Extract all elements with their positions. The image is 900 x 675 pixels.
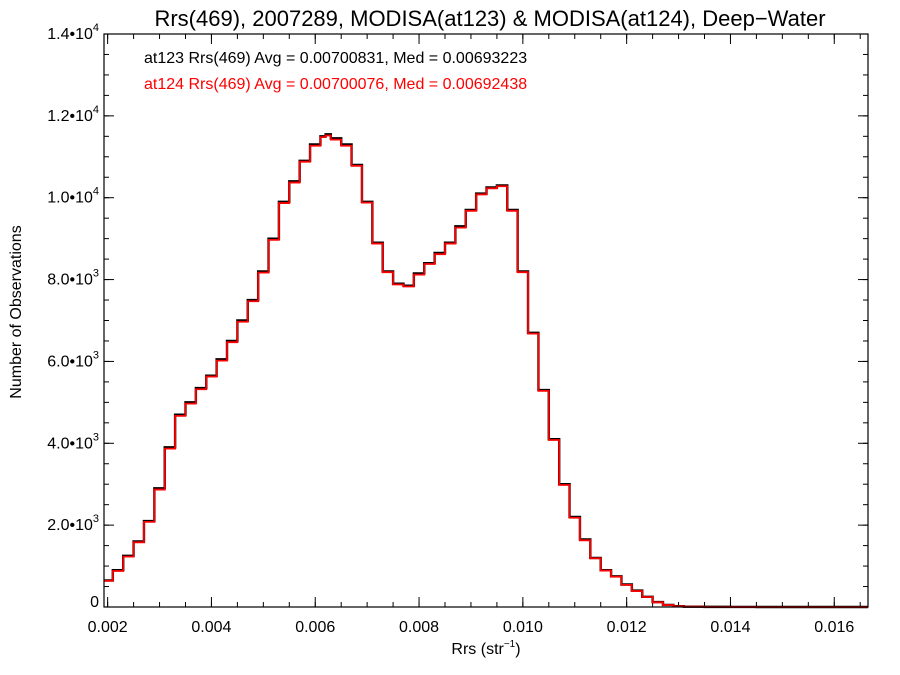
x-tick-label: 0.004 bbox=[191, 619, 231, 636]
series-line bbox=[104, 134, 868, 608]
y-tick-label-base: 1.0•10 bbox=[47, 190, 93, 207]
series-line bbox=[104, 133, 868, 609]
stats-annotation: at123 Rrs(469) Avg = 0.00700831, Med = 0… bbox=[144, 50, 527, 67]
stats-annotation: at124 Rrs(469) Avg = 0.00700076, Med = 0… bbox=[144, 76, 527, 93]
y-tick-label-base: 1.4•10 bbox=[47, 26, 93, 43]
y-tick-label: 0 bbox=[90, 594, 99, 611]
y-tick-label: 1.4•104 bbox=[47, 22, 99, 43]
x-tick-label: 0.002 bbox=[88, 619, 128, 636]
y-tick-label-exponent: 3 bbox=[93, 268, 99, 280]
y-tick-label: 2.0•103 bbox=[47, 513, 99, 534]
y-tick-label-exponent: 3 bbox=[93, 349, 99, 361]
y-tick-label: 1.0•104 bbox=[47, 186, 99, 207]
y-tick-label: 8.0•103 bbox=[47, 268, 99, 289]
y-tick-label-base: 8.0•10 bbox=[47, 272, 93, 289]
y-tick-label-base: 1.2•10 bbox=[47, 108, 93, 125]
y-tick-label-exponent: 3 bbox=[93, 431, 99, 443]
chart-title: Rrs(469), 2007289, MODISA(at123) & MODIS… bbox=[154, 6, 825, 31]
y-tick-label-base: 6.0•10 bbox=[47, 353, 93, 370]
y-tick-label-base: 4.0•10 bbox=[47, 435, 93, 452]
x-axis-label-main: Rrs (str bbox=[451, 641, 504, 658]
y-tick-label-exponent: 4 bbox=[93, 186, 99, 198]
x-tick-label: 0.012 bbox=[607, 619, 647, 636]
y-tick-label: 1.2•104 bbox=[47, 104, 99, 125]
y-tick-label: 4.0•103 bbox=[47, 431, 99, 452]
y-tick-label-exponent: 3 bbox=[93, 513, 99, 525]
y-axis-label: Number of Observations bbox=[8, 225, 25, 398]
x-axis-label: Rrs (str−1) bbox=[451, 639, 520, 658]
y-tick-label: 6.0•103 bbox=[47, 349, 99, 370]
plot-frame bbox=[103, 33, 869, 608]
x-tick-label: 0.016 bbox=[814, 619, 854, 636]
x-tick-label: 0.010 bbox=[503, 619, 543, 636]
y-tick-label-exponent: 4 bbox=[93, 104, 99, 116]
x-axis-label-close: ) bbox=[515, 641, 520, 658]
x-tick-label: 0.006 bbox=[295, 619, 335, 636]
annotations: at123 Rrs(469) Avg = 0.00700831, Med = 0… bbox=[144, 50, 527, 93]
histogram-series bbox=[104, 133, 868, 609]
y-tick-label-base: 0 bbox=[90, 594, 99, 611]
y-tick-label-exponent: 4 bbox=[93, 22, 99, 34]
axis-ticks: 0.002 0.004 0.006 0.008 0.010 0.012 0.014 0.016… bbox=[47, 22, 868, 636]
x-tick-label: 0.008 bbox=[399, 619, 439, 636]
x-axis-label-exponent: −1 bbox=[504, 639, 516, 650]
x-tick-label: 0.014 bbox=[710, 619, 750, 636]
y-tick-label-base: 2.0•10 bbox=[47, 517, 93, 534]
